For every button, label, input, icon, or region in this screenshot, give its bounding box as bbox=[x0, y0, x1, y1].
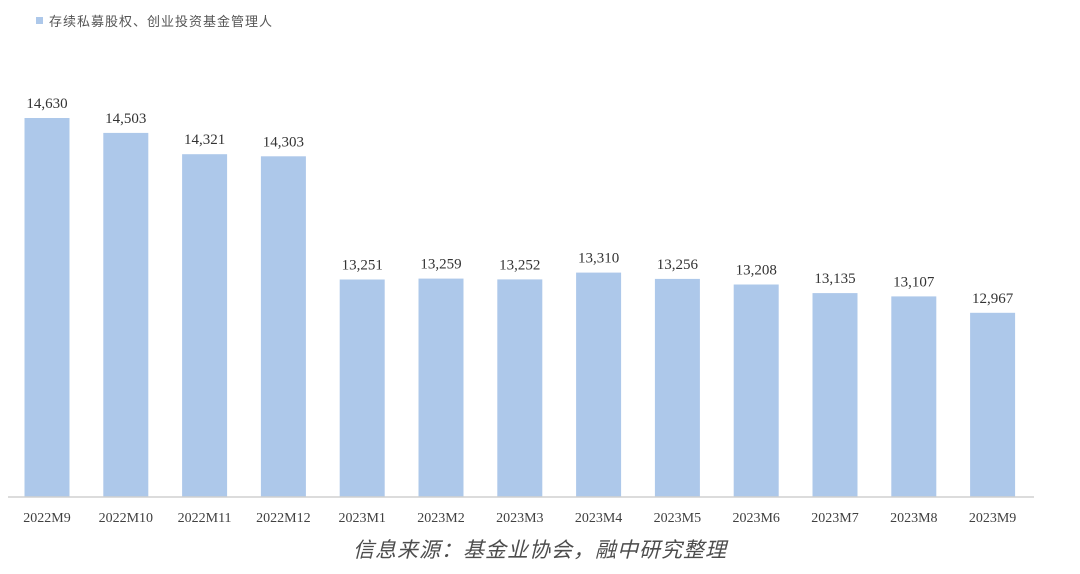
bar-value-label: 13,208 bbox=[736, 263, 777, 279]
bar-value-label: 14,303 bbox=[263, 134, 304, 150]
bar-2022M11 bbox=[182, 154, 228, 497]
x-tick-label: 2023M5 bbox=[654, 511, 701, 526]
bar-2023M9 bbox=[970, 312, 1016, 497]
bar-value-label: 13,252 bbox=[499, 257, 540, 273]
bar-2023M6 bbox=[733, 284, 779, 497]
x-tick-label: 2023M1 bbox=[338, 511, 385, 526]
x-tick-labels-layer: 2022M9 2022M10 2022M11 2022M12 2023M1 2023M2 2… bbox=[23, 511, 1016, 526]
bar-value-label: 13,107 bbox=[893, 274, 935, 290]
bar-value-label: 14,503 bbox=[105, 111, 146, 127]
x-tick-label: 2023M2 bbox=[417, 511, 464, 526]
x-tick-label: 2023M3 bbox=[496, 511, 543, 526]
x-tick-label: 2023M6 bbox=[732, 511, 779, 526]
bar-2022M12 bbox=[260, 156, 306, 498]
bar-2023M3 bbox=[497, 279, 543, 497]
bar-value-label: 12,967 bbox=[972, 291, 1014, 307]
legend-swatch bbox=[36, 17, 43, 24]
x-tick-label: 2022M9 bbox=[23, 511, 70, 526]
bar-2023M8 bbox=[891, 296, 937, 497]
value-labels-layer: 14,630 14,503 14,321 14,303 13,251 13,259 13,2… bbox=[26, 96, 1013, 307]
bar-2023M1 bbox=[339, 279, 385, 497]
source-note: 信息来源：基金业协会，融中研究整理 bbox=[353, 538, 727, 562]
x-tick-label: 2023M9 bbox=[969, 511, 1016, 526]
bar-value-label: 14,630 bbox=[26, 96, 67, 112]
x-tick-label: 2023M7 bbox=[811, 511, 858, 526]
bar-value-label: 13,256 bbox=[657, 257, 699, 273]
bar-value-label: 13,135 bbox=[814, 271, 855, 287]
bar-2023M5 bbox=[654, 278, 700, 497]
bar-value-label: 14,321 bbox=[184, 132, 225, 148]
bar-value-label: 13,259 bbox=[420, 257, 461, 273]
x-tick-label: 2023M8 bbox=[890, 511, 937, 526]
bar-value-label: 13,251 bbox=[342, 258, 383, 274]
bars-layer bbox=[24, 118, 1016, 498]
bar-2022M10 bbox=[103, 132, 149, 497]
x-tick-label: 2022M12 bbox=[256, 511, 310, 526]
x-tick-label: 2022M11 bbox=[178, 511, 232, 526]
chart-legend: 存续私募股权、创业投资基金管理人 bbox=[36, 11, 273, 30]
bar-2023M2 bbox=[418, 278, 464, 497]
bar-2022M9 bbox=[24, 118, 70, 497]
x-tick-label: 2023M4 bbox=[575, 511, 622, 526]
x-tick-label: 2022M10 bbox=[99, 511, 153, 526]
bar-value-label: 13,310 bbox=[578, 251, 619, 267]
legend-label: 存续私募股权、创业投资基金管理人 bbox=[49, 15, 274, 30]
bar-2023M4 bbox=[576, 272, 622, 497]
bar-2023M7 bbox=[812, 293, 858, 497]
